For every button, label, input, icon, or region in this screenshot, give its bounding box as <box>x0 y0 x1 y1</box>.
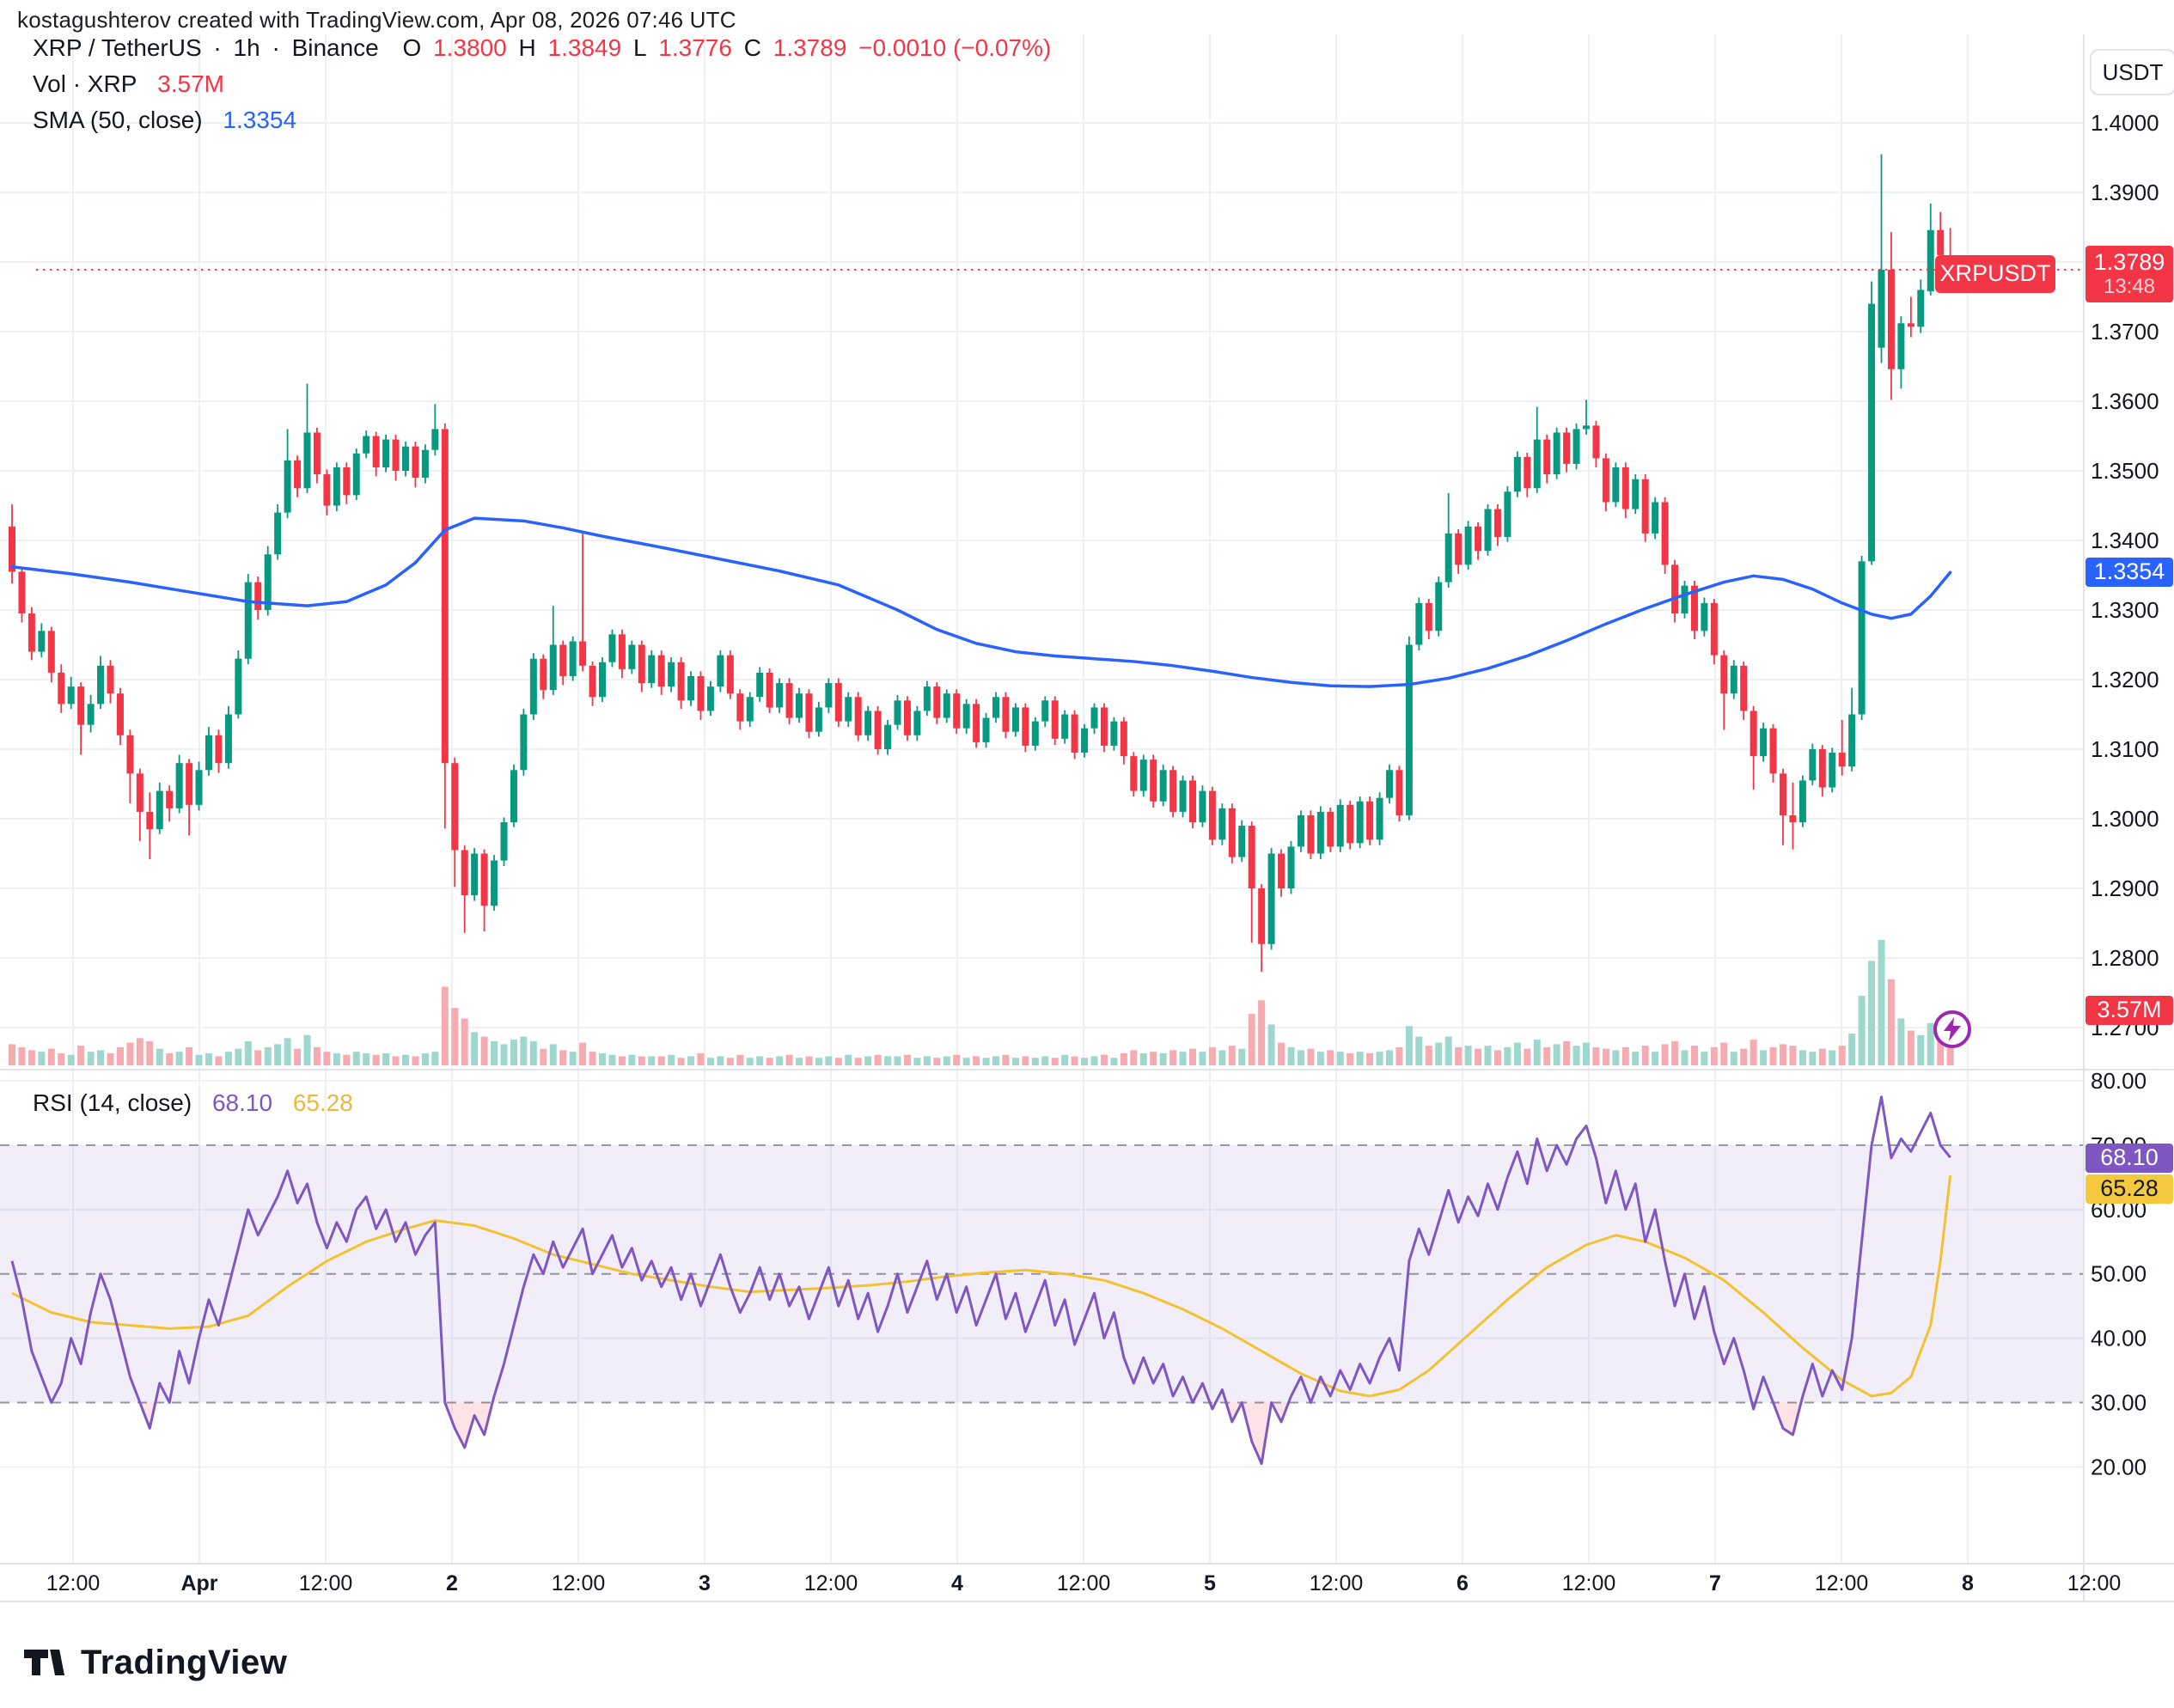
low-value: 1.3776 <box>658 34 732 61</box>
countdown-timer: 13:48 <box>2103 274 2156 298</box>
time-axis-label: 8 <box>1962 1571 1974 1595</box>
price-axis-label: 1.3900 <box>2091 180 2159 205</box>
lightning-trade-button[interactable] <box>1933 1010 1971 1048</box>
legend-separator: · <box>272 34 280 61</box>
price-axis-label: 1.2900 <box>2091 875 2159 901</box>
rsi-ma-study-value: 65.28 <box>292 1089 353 1116</box>
time-axis-label: 12:00 <box>46 1571 101 1595</box>
rsi-study-label: RSI (14, close) <box>33 1089 192 1116</box>
time-axis-label: 12:00 <box>2067 1571 2122 1595</box>
time-axis[interactable]: 12:00 Apr 12:00 2 12:00 3 12:00 4 12:00 5 12:00 6 12… <box>46 1571 2122 1595</box>
candles-layer <box>9 154 1954 973</box>
volume-layer <box>9 939 1954 1065</box>
sma-line-layer <box>10 516 1952 688</box>
symbol-title[interactable]: XRP / TetherUS <box>33 34 202 61</box>
time-axis-label: 5 <box>1204 1571 1216 1595</box>
rsi-axis-badge: 68.10 <box>2085 1144 2173 1173</box>
high-value: 1.3849 <box>547 34 622 61</box>
rsi-axis-label: 80.00 <box>2091 1068 2147 1094</box>
open-label: O <box>402 34 422 61</box>
attribution-text: kostagushterov created with TradingView.… <box>17 7 736 33</box>
sma-axis-badge: 1.3354 <box>2085 558 2173 587</box>
price-axis-label: 1.3200 <box>2091 667 2159 692</box>
time-axis-label: 12:00 <box>1310 1571 1364 1595</box>
time-axis-label: 3 <box>699 1571 711 1595</box>
time-axis-label: 12:00 <box>299 1571 353 1595</box>
rsi-axis-label: 20.00 <box>2091 1454 2147 1479</box>
open-value: 1.3800 <box>433 34 507 61</box>
price-axis[interactable]: 1.4000 1.3900 1.3700 1.3600 1.3500 1.3400 1.33… <box>2091 110 2159 1479</box>
low-label: L <box>632 34 647 61</box>
symbol-price-label-badge: XRPUSDT <box>1935 255 2055 293</box>
legend-symbol-row[interactable]: XRP / TetherUS · 1h · Binance O 1.3800 H… <box>33 34 1056 62</box>
time-axis-label: 7 <box>1709 1571 1721 1595</box>
volume-axis-badge: 3.57M <box>2085 996 2173 1025</box>
rsi-lines-layer <box>10 1095 1952 1466</box>
time-axis-label: 12:00 <box>1057 1571 1111 1595</box>
high-label: H <box>518 34 536 61</box>
currency-toggle-button[interactable]: USDT <box>2090 49 2174 95</box>
last-price-badge: 1.3789 13:48 <box>2085 246 2173 302</box>
time-axis-label: 6 <box>1456 1571 1469 1595</box>
exchange-label: Binance <box>291 34 379 61</box>
sma-study-value: 1.3354 <box>223 107 297 133</box>
price-axis-label: 1.3100 <box>2091 736 2159 762</box>
price-axis-label: 1.4000 <box>2091 110 2159 136</box>
pane-borders <box>0 34 2174 1602</box>
time-axis-label: 4 <box>951 1571 963 1595</box>
time-axis-label: 12:00 <box>1815 1571 1869 1595</box>
rsi-axis-label: 40.00 <box>2091 1326 2147 1351</box>
last-price-value: 1.3789 <box>2093 248 2165 275</box>
volume-study-value: 3.57M <box>157 70 224 97</box>
legend-volume-row[interactable]: Vol · XRP 3.57M <box>33 70 229 98</box>
time-axis-label: 12:00 <box>552 1571 606 1595</box>
rsi-ma-axis-badge: 65.28 <box>2085 1174 2173 1204</box>
price-axis-label: 1.2800 <box>2091 945 2159 971</box>
time-axis-label: 12:00 <box>1562 1571 1616 1595</box>
tradingview-wordmark: TradingView <box>81 1643 288 1681</box>
legend-separator: · <box>213 34 222 61</box>
time-axis-label: 12:00 <box>804 1571 858 1595</box>
price-axis-label: 1.3600 <box>2091 388 2159 414</box>
legend-rsi-row[interactable]: RSI (14, close) 68.10 65.28 <box>33 1089 358 1117</box>
price-axis-label: 1.3400 <box>2091 528 2159 553</box>
rsi-axis-label: 50.00 <box>2091 1261 2147 1287</box>
price-axis-label: 1.3300 <box>2091 597 2159 623</box>
rsi-axis-label: 30.00 <box>2091 1390 2147 1416</box>
rsi-study-value: 68.10 <box>211 1089 273 1116</box>
price-axis-label: 1.3500 <box>2091 458 2159 484</box>
tradingview-logo[interactable]: TradingView <box>22 1643 287 1682</box>
interval-label[interactable]: 1h <box>233 34 260 61</box>
time-axis-label: 2 <box>446 1571 458 1595</box>
volume-study-label: Vol · XRP <box>33 70 137 97</box>
change-value: −0.0010 (−0.07%) <box>858 34 1052 61</box>
price-axis-label: 1.3700 <box>2091 319 2159 345</box>
close-label: C <box>743 34 761 61</box>
time-axis-label: Apr <box>180 1571 217 1595</box>
close-value: 1.3789 <box>773 34 847 61</box>
legend-sma-row[interactable]: SMA (50, close) 1.3354 <box>33 107 302 134</box>
lightning-icon <box>1944 1017 1961 1041</box>
sma-study-label: SMA (50, close) <box>33 107 203 133</box>
rsi-band-layer <box>0 1144 2084 1404</box>
price-axis-label: 1.3000 <box>2091 806 2159 832</box>
tradingview-logo-icon <box>24 1650 65 1675</box>
